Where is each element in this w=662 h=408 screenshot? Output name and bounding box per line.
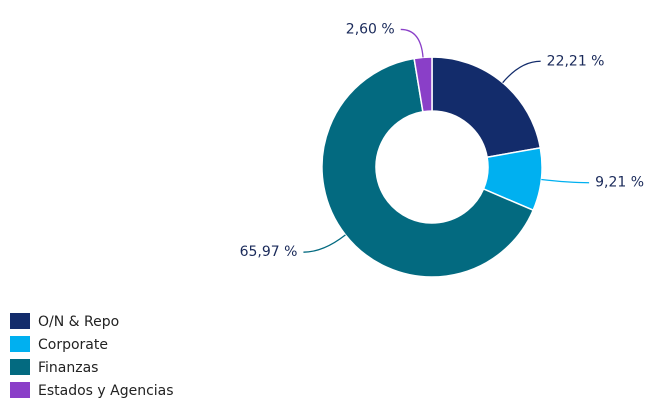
legend: O/N & Repo Corporate Finanzas Estados y Age… [10, 313, 174, 399]
donut-slice [321, 57, 535, 278]
leader-line [400, 28, 424, 58]
legend-swatch [10, 313, 30, 329]
legend-label: Finanzas [38, 360, 98, 376]
data-label: 9,21 % [595, 175, 644, 191]
legend-label: Corporate [38, 337, 108, 353]
legend-swatch [10, 336, 30, 352]
donut-slice [413, 56, 433, 113]
donut-slice [431, 56, 542, 159]
data-label: 22,21 % [547, 53, 605, 69]
data-label: 65,97 % [240, 244, 298, 260]
legend-label: O/N & Repo [38, 314, 119, 330]
leader-line [502, 60, 541, 84]
leader-line [541, 178, 590, 184]
legend-swatch [10, 359, 30, 375]
leader-line [303, 234, 346, 253]
legend-label: Estados y Agencias [38, 383, 174, 399]
legend-swatch [10, 382, 30, 398]
data-label: 2,60 % [346, 21, 395, 37]
